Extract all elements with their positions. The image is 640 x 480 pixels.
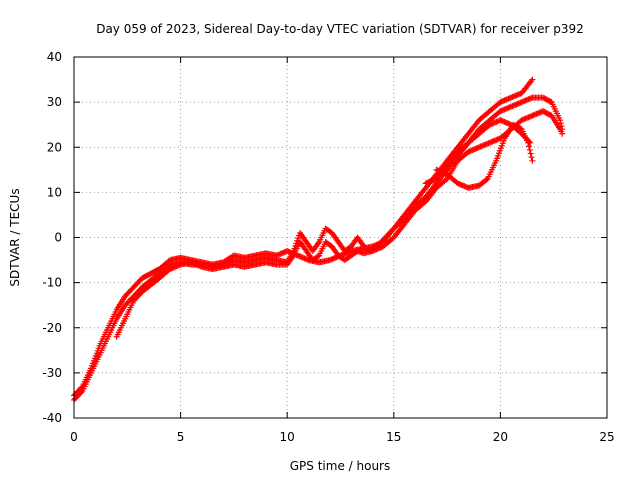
series-track-5 [422, 117, 534, 187]
data-point-marker [527, 150, 534, 157]
y-tick-label: 10 [47, 185, 62, 199]
data-point-marker [526, 138, 533, 145]
series-track-2 [71, 94, 566, 403]
data-point-marker [78, 389, 85, 396]
data-points [71, 76, 566, 403]
x-tick-label: 25 [599, 430, 614, 444]
y-tick-label: 0 [54, 231, 62, 245]
x-axis-label: GPS time / hours [290, 459, 391, 473]
x-tick-label: 20 [493, 430, 508, 444]
data-point-marker [529, 76, 536, 83]
data-point-marker [559, 130, 566, 137]
y-tick-label: 40 [47, 50, 62, 64]
y-tick-label: 20 [47, 140, 62, 154]
data-point-marker [528, 154, 535, 161]
x-tick-label: 10 [280, 430, 295, 444]
axis-ticks: 0 5 10 15 20 25 -40 -30 -20 -10 0 10 20 30 40 [42, 50, 614, 444]
data-point-marker [442, 176, 449, 183]
y-tick-label: -10 [42, 276, 62, 290]
data-point-marker [529, 157, 536, 164]
data-point-marker [557, 117, 564, 124]
data-point-marker [557, 120, 564, 127]
x-tick-label: 5 [177, 430, 185, 444]
data-point-marker [526, 146, 533, 153]
data-point-marker [527, 139, 534, 146]
data-point-marker [483, 176, 490, 183]
data-point-marker [314, 253, 321, 260]
x-tick-label: 15 [386, 430, 401, 444]
y-tick-label: -20 [42, 321, 62, 335]
series-track-3 [113, 108, 566, 340]
y-tick-label: -30 [42, 366, 62, 380]
y-tick-label: -40 [42, 411, 62, 425]
chart-title: Day 059 of 2023, Sidereal Day-to-day VTE… [96, 22, 584, 36]
y-tick-label: 30 [47, 95, 62, 109]
x-tick-label: 0 [70, 430, 78, 444]
y-axis-label: SDTVAR / TECUs [8, 188, 22, 286]
